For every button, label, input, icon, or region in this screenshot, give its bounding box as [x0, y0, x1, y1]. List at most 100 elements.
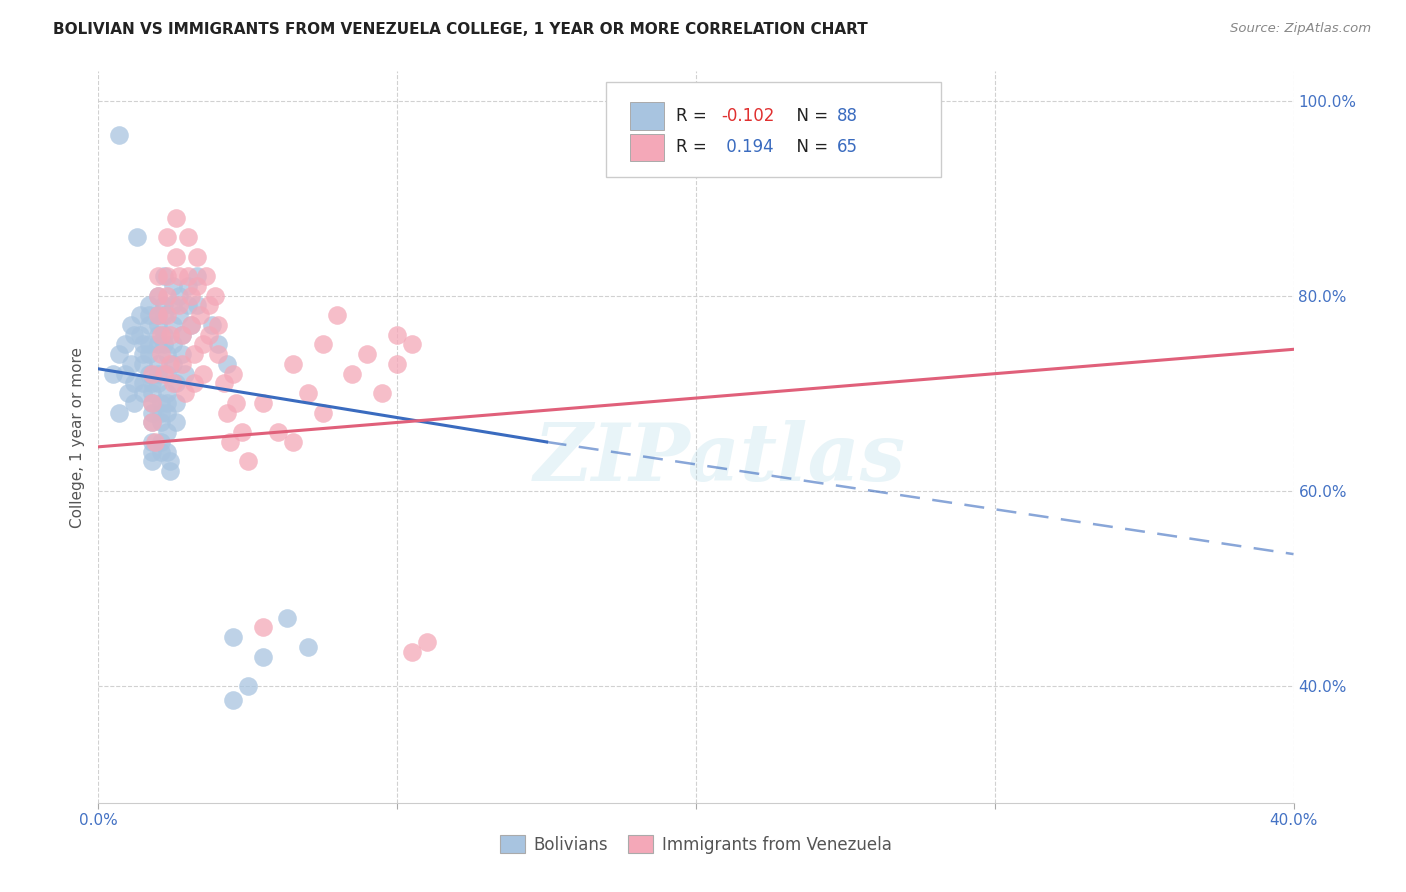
Point	[132, 347, 155, 361]
Point	[159, 454, 181, 468]
Point	[141, 396, 163, 410]
Point	[129, 308, 152, 322]
Point	[141, 434, 163, 449]
Point	[252, 649, 274, 664]
Point	[153, 308, 176, 322]
Point	[165, 396, 187, 410]
Point	[141, 386, 163, 401]
Point	[162, 298, 184, 312]
Point	[252, 396, 274, 410]
Point	[371, 386, 394, 401]
Point	[401, 337, 423, 351]
Point	[212, 376, 235, 391]
Point	[195, 269, 218, 284]
Text: BOLIVIAN VS IMMIGRANTS FROM VENEZUELA COLLEGE, 1 YEAR OR MORE CORRELATION CHART: BOLIVIAN VS IMMIGRANTS FROM VENEZUELA CO…	[53, 22, 868, 37]
Point	[281, 357, 304, 371]
Point	[162, 318, 184, 332]
Point	[215, 406, 238, 420]
Point	[236, 679, 259, 693]
Point	[132, 337, 155, 351]
Point	[148, 308, 170, 322]
Point	[138, 298, 160, 312]
Point	[165, 416, 187, 430]
Point	[120, 318, 142, 332]
Point	[198, 298, 221, 312]
Point	[191, 337, 214, 351]
Point	[183, 376, 205, 391]
Point	[172, 327, 194, 342]
Point	[103, 367, 125, 381]
Point	[174, 386, 197, 401]
Point	[141, 416, 163, 430]
Point	[141, 444, 163, 458]
Text: N =: N =	[786, 107, 832, 125]
Point	[153, 269, 176, 284]
Point	[156, 367, 179, 381]
Point	[138, 367, 160, 381]
Point	[108, 347, 131, 361]
Point	[225, 396, 247, 410]
Point	[138, 347, 160, 361]
Point	[156, 230, 179, 244]
Point	[215, 357, 238, 371]
Point	[356, 347, 378, 361]
Point	[186, 250, 208, 264]
Point	[401, 645, 423, 659]
Point	[156, 288, 179, 302]
Point	[198, 327, 221, 342]
Point	[188, 308, 211, 322]
Text: 65: 65	[837, 138, 858, 156]
Point	[148, 318, 170, 332]
Point	[183, 347, 205, 361]
Point	[156, 406, 179, 420]
Point	[297, 640, 319, 654]
Point	[167, 288, 190, 302]
Point	[148, 269, 170, 284]
Point	[120, 357, 142, 371]
Point	[141, 396, 163, 410]
Point	[148, 357, 170, 371]
Point	[219, 434, 242, 449]
Point	[117, 386, 139, 401]
Point	[207, 347, 229, 361]
FancyBboxPatch shape	[630, 134, 664, 161]
FancyBboxPatch shape	[630, 102, 664, 130]
Point	[150, 347, 173, 361]
Text: Source: ZipAtlas.com: Source: ZipAtlas.com	[1230, 22, 1371, 36]
Point	[156, 425, 179, 440]
Point	[222, 693, 245, 707]
Point	[207, 318, 229, 332]
Text: -0.102: -0.102	[721, 107, 775, 125]
Point	[167, 308, 190, 322]
Text: 88: 88	[837, 107, 858, 125]
Point	[159, 464, 181, 478]
Point	[148, 308, 170, 322]
Point	[156, 308, 179, 322]
Point	[162, 357, 184, 371]
Text: R =: R =	[676, 107, 711, 125]
Point	[252, 620, 274, 634]
Point	[236, 454, 259, 468]
Point	[231, 425, 253, 440]
Y-axis label: College, 1 year or more: College, 1 year or more	[70, 347, 86, 527]
Point	[222, 367, 245, 381]
Point	[129, 327, 152, 342]
Point	[124, 327, 146, 342]
Point	[138, 308, 160, 322]
Point	[141, 416, 163, 430]
Point	[124, 376, 146, 391]
Point	[150, 327, 173, 342]
Point	[180, 318, 202, 332]
Text: N =: N =	[786, 138, 832, 156]
Point	[207, 337, 229, 351]
Point	[180, 288, 202, 302]
Point	[153, 298, 176, 312]
Point	[156, 347, 179, 361]
Point	[281, 434, 304, 449]
Point	[167, 298, 190, 312]
Point	[172, 357, 194, 371]
Point	[385, 327, 409, 342]
Point	[153, 327, 176, 342]
Point	[156, 444, 179, 458]
Point	[108, 128, 131, 142]
